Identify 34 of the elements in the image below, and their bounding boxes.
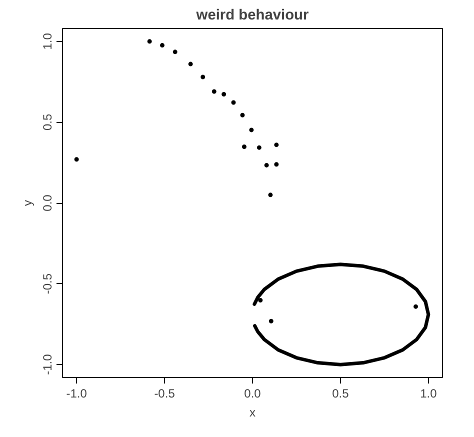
point [240, 112, 245, 118]
point [256, 145, 262, 150]
x-tick-label: 0.0 [244, 386, 262, 400]
point [274, 162, 279, 167]
point [414, 304, 418, 309]
y-tick-label: -0.5 [40, 273, 54, 294]
point [74, 157, 79, 162]
point [231, 100, 236, 105]
y-tick-label: -1.0 [40, 354, 54, 375]
point [172, 50, 178, 54]
y-tick-label: 0.0 [40, 194, 54, 212]
point [258, 298, 263, 303]
point [147, 39, 152, 44]
line-series [252, 262, 430, 366]
point [274, 142, 279, 148]
x-tick-label: -1.0 [66, 386, 88, 400]
point [264, 162, 269, 168]
y-tick-label: 0.5 [40, 114, 54, 131]
x-tick-label: 0.5 [332, 386, 350, 400]
point [200, 74, 206, 80]
point [188, 62, 193, 66]
chart-title: weird behaviour [195, 8, 309, 24]
x-tick-label: 1.0 [420, 386, 438, 400]
y-axis-title: y [20, 200, 34, 206]
y-tick-label: 1.0 [40, 32, 54, 50]
point [212, 89, 216, 94]
x-tick-label: -0.5 [154, 386, 176, 400]
point [268, 192, 273, 198]
point [222, 92, 226, 97]
point [249, 128, 254, 132]
point [268, 318, 274, 324]
point [242, 144, 246, 150]
point [160, 43, 164, 48]
x-axis-title: x [250, 406, 256, 420]
